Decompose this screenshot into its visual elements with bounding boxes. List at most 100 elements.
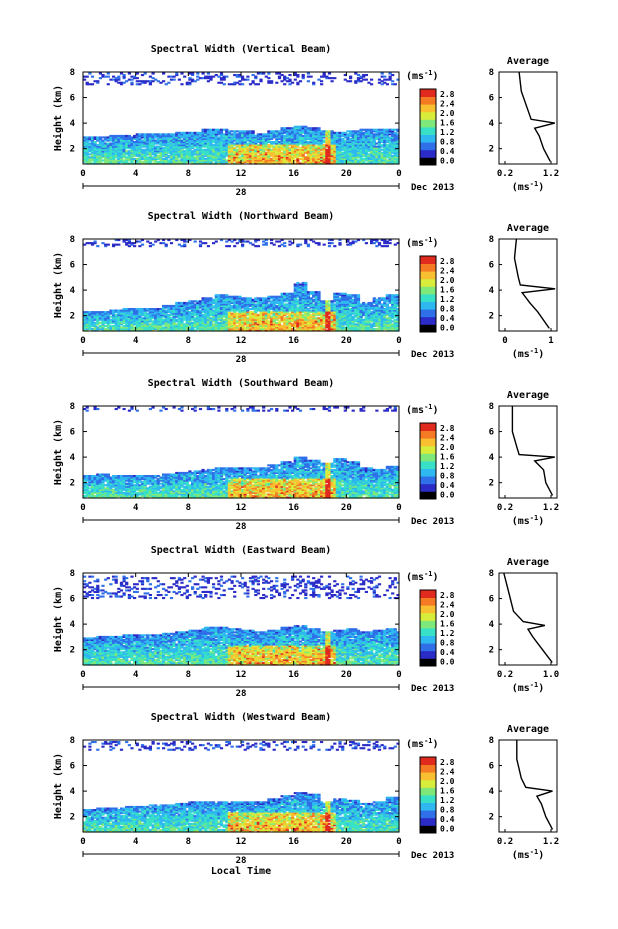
- heatmap-cell: [314, 160, 318, 163]
- heatmap-cell: [135, 327, 139, 330]
- heatmap-cell: [180, 131, 184, 134]
- heatmap-cell: [88, 153, 92, 156]
- heatmap-cell: [267, 81, 271, 84]
- heatmap-cell: [367, 154, 371, 157]
- heatmap-cell: [175, 318, 179, 321]
- heatmap-cell: [227, 133, 231, 136]
- heatmap-cell: [125, 139, 129, 142]
- heatmap-cell: [393, 137, 397, 140]
- heatmap-cell: [185, 327, 189, 330]
- heatmap-cell: [288, 133, 292, 136]
- heatmap-cell: [343, 144, 347, 147]
- heatmap-cell: [104, 148, 108, 151]
- heatmap-cell: [280, 148, 284, 151]
- heatmap-cell: [233, 137, 237, 140]
- heatmap-cell: [214, 130, 218, 133]
- heatmap-cell: [146, 309, 150, 312]
- heatmap-cell: [367, 134, 371, 137]
- heatmap-cell: [264, 157, 268, 160]
- heatmap-cell: [222, 83, 226, 86]
- heatmap-cell: [251, 148, 255, 151]
- heatmap-cell: [225, 75, 229, 78]
- heatmap-cell: [327, 139, 332, 142]
- heatmap-cell: [122, 239, 126, 242]
- heatmap-cell: [83, 137, 87, 140]
- heatmap-cell: [151, 157, 155, 160]
- heatmap-cell: [301, 156, 305, 159]
- heatmap-cell: [167, 75, 171, 78]
- heatmap-cell: [198, 320, 203, 323]
- heatmap-cell: [306, 153, 310, 156]
- heatmap-cell: [335, 160, 339, 163]
- heatmap-cell: [106, 136, 110, 139]
- heatmap-cell: [262, 154, 266, 157]
- heatmap-cell: [188, 154, 192, 157]
- heatmap-cell: [385, 141, 389, 144]
- heatmap-cell: [122, 309, 126, 312]
- heatmap-cell: [264, 144, 268, 147]
- heatmap-cell: [246, 139, 250, 142]
- heatmap-cell: [341, 148, 345, 151]
- heatmap-cell: [133, 151, 137, 154]
- heatmap-cell: [377, 157, 382, 160]
- heatmap-cell: [391, 154, 395, 157]
- heatmap-cell: [254, 153, 258, 156]
- heatmap-cell: [98, 150, 102, 153]
- heatmap-cell: [83, 159, 87, 162]
- heatmap-cell: [351, 157, 355, 160]
- heatmap-cell: [138, 327, 142, 330]
- heatmap-cell: [356, 141, 361, 144]
- heatmap-cell: [288, 154, 292, 157]
- heatmap-cell: [90, 311, 95, 314]
- heatmap-cell: [391, 160, 395, 163]
- heatmap-cell: [188, 131, 192, 134]
- heatmap-cell: [130, 141, 134, 144]
- heatmap-cell: [106, 321, 110, 324]
- heatmap-cell: [193, 304, 197, 307]
- heatmap-cell: [177, 147, 181, 150]
- heatmap-cell: [138, 142, 142, 145]
- heatmap-cell: [254, 150, 258, 153]
- heatmap-cell: [280, 80, 284, 83]
- heatmap-cell: [291, 148, 295, 151]
- heatmap-cell: [209, 157, 213, 160]
- heatmap-cell: [159, 160, 163, 163]
- heatmap-cell: [112, 317, 116, 320]
- heatmap-cell: [183, 240, 187, 243]
- heatmap-cell: [233, 136, 237, 139]
- heatmap-cell: [198, 151, 203, 154]
- heatmap-cell: [351, 144, 355, 147]
- heatmap-cell: [180, 147, 184, 150]
- heatmap-cell: [109, 321, 113, 324]
- heatmap-cell: [233, 133, 237, 136]
- heatmap-cell: [133, 315, 137, 318]
- heatmap-cell: [225, 145, 229, 148]
- heatmap-cell: [162, 312, 166, 315]
- heatmap-cell: [191, 159, 195, 162]
- heatmap-cell: [304, 141, 308, 144]
- heatmap-cell: [164, 324, 168, 327]
- heatmap-cell: [109, 137, 113, 140]
- heatmap-cell: [138, 150, 142, 153]
- heatmap-cell: [354, 72, 358, 75]
- heatmap-cell: [148, 245, 152, 248]
- heatmap-cell: [138, 240, 142, 243]
- heatmap-cell: [204, 327, 208, 330]
- heatmap-cell: [233, 159, 237, 162]
- heatmap-cell: [238, 75, 242, 78]
- heatmap-cell: [98, 160, 102, 163]
- heatmap-cell: [380, 134, 384, 137]
- heatmap-cell: [169, 153, 174, 156]
- heatmap-cell: [201, 141, 205, 144]
- heatmap-cell: [291, 160, 295, 163]
- heatmap-cell: [306, 80, 310, 83]
- heatmap-cell: [130, 320, 134, 323]
- heatmap-cell: [106, 139, 110, 142]
- heatmap-cell: [285, 139, 289, 142]
- heatmap-cell: [222, 137, 226, 140]
- heatmap-cell: [388, 144, 392, 147]
- heatmap-cell: [96, 148, 100, 151]
- heatmap-cell: [172, 160, 176, 163]
- heatmap-cell: [164, 309, 168, 312]
- heatmap-cell: [391, 131, 395, 134]
